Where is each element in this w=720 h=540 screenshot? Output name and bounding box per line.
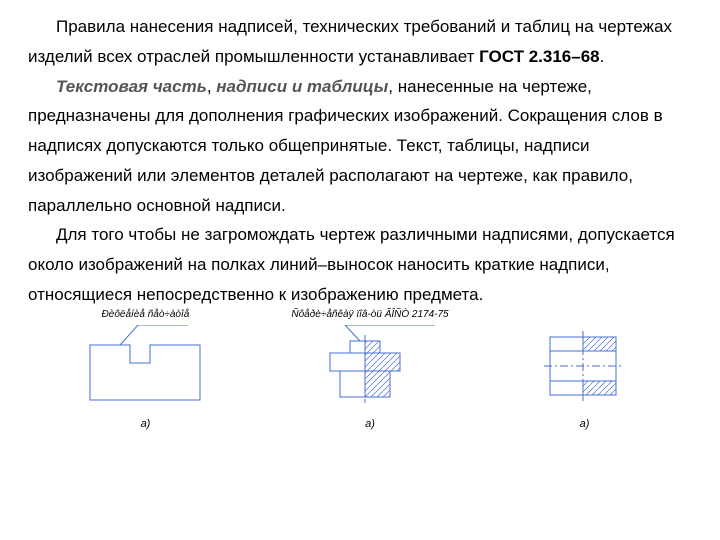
p2-sep: , [207,77,216,96]
figure-b-drawing [305,325,435,405]
figure-c: а) [530,306,640,435]
figure-b-caption: а) [365,415,375,434]
p2-term-a: Текстовая часть [56,77,207,96]
figure-b-label: Ñôåðè÷åñêàÿ ïîâ-òü ÃÎÑÒ 2174-75 [291,306,448,324]
text-content: Правила нанесения надписей, технических … [0,0,720,310]
figure-c-drawing [530,325,640,405]
p1-text-c: . [600,47,605,66]
figure-a: Ðèôëåíèå ñåò÷àòîå а) [80,306,210,435]
p1-gost: ГОСТ 2.316–68 [479,47,600,66]
figure-a-caption: а) [141,415,151,434]
figure-c-spacer [583,306,586,324]
paragraph-3: Для того чтобы не загромождать чертеж ра… [28,220,692,309]
p3-text: Для того чтобы не загромождать чертеж ра… [28,225,675,304]
figure-a-drawing [80,325,210,405]
figure-b: Ñôåðè÷åñêàÿ ïîâ-òü ÃÎÑÒ 2174-75 [291,306,448,435]
figure-c-caption: а) [580,415,590,434]
figure-a-label: Ðèôëåíèå ñåò÷àòîå [102,306,190,324]
p2-rest: , нанесенные на чертеже, предназначены д… [28,77,663,215]
p2-term-c: надписи и таблицы [216,77,388,96]
paragraph-2: Текстовая часть, надписи и таблицы, нане… [28,72,692,221]
paragraph-1: Правила нанесения надписей, технических … [28,12,692,72]
figures-row: Ðèôëåíèå ñåò÷àòîå а) Ñôåðè÷åñêàÿ ïîâ-òü … [0,306,720,435]
